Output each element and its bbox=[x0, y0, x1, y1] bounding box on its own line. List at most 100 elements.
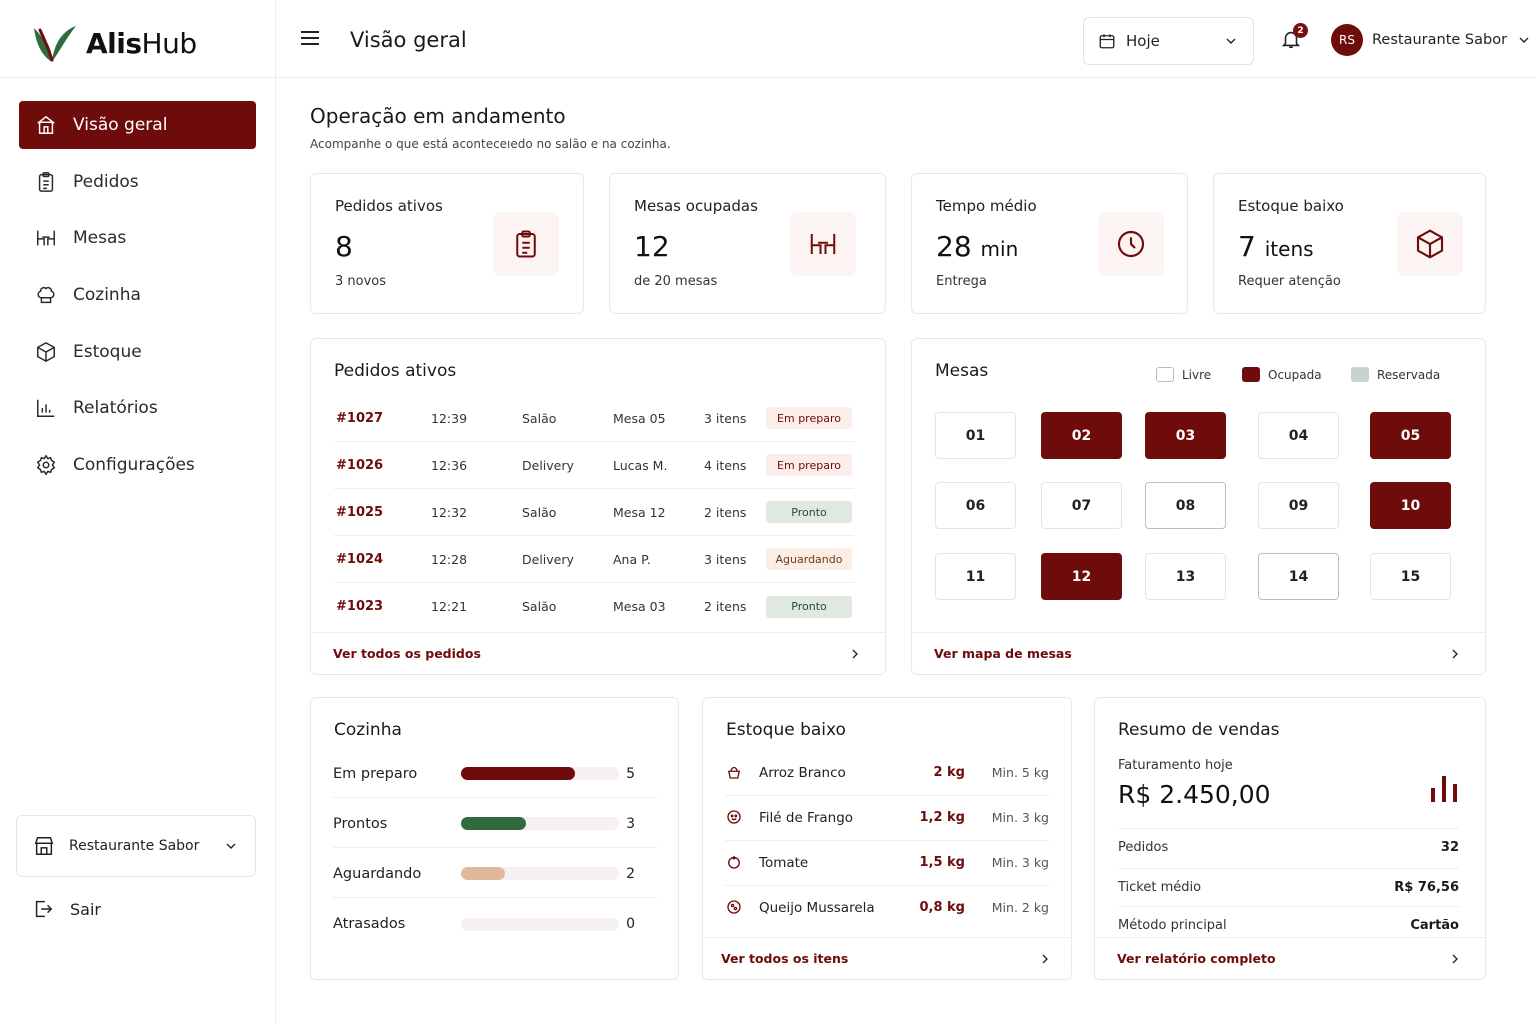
logout-button[interactable]: Sair bbox=[32, 898, 101, 920]
status-badge: Pronto bbox=[766, 501, 852, 523]
table-row[interactable]: #1023 12:21 Salão Mesa 03 2 itens Pronto bbox=[334, 583, 854, 630]
list-item[interactable]: Tomate 1,5 kg Min. 3 kg bbox=[725, 841, 1049, 886]
progress-bar bbox=[461, 867, 619, 880]
table-tile[interactable]: 02 bbox=[1041, 412, 1122, 459]
status-badge: Em preparo bbox=[766, 454, 852, 476]
table-row[interactable]: #1027 12:39 Salão Mesa 05 3 itens Em preparo bbox=[334, 395, 854, 442]
sidebar-item-label: Configurações bbox=[73, 455, 195, 476]
order-destination: Ana P. bbox=[613, 551, 651, 567]
order-id: #1024 bbox=[336, 551, 384, 567]
table-tile[interactable]: 03 bbox=[1145, 412, 1226, 459]
kitchen-row: Atrasados 0 bbox=[333, 900, 657, 948]
menu-icon[interactable] bbox=[300, 30, 320, 46]
table-tile[interactable]: 08 bbox=[1145, 482, 1226, 529]
sidebar-item-label: Relatórios bbox=[73, 398, 158, 419]
sidebar-item-configuracoes[interactable]: Configurações bbox=[19, 441, 256, 489]
clipboard-icon bbox=[493, 212, 559, 276]
sidebar-item-label: Pedidos bbox=[73, 171, 139, 192]
sidebar-item-label: Visão geral bbox=[73, 115, 168, 135]
stock-card: Estoque baixo Arroz Branco 2 kg Min. 5 kg F… bbox=[702, 697, 1072, 980]
chevron-down-icon bbox=[1519, 37, 1529, 43]
sidebar-item-pedidos[interactable]: Pedidos bbox=[19, 158, 256, 206]
revenue-label: Faturamento hoje bbox=[1118, 758, 1233, 773]
sidebar-item-label: Mesas bbox=[73, 228, 127, 249]
order-items: 2 itens bbox=[704, 504, 747, 520]
chevron-right-icon bbox=[1042, 954, 1048, 963]
chevron-right-icon bbox=[852, 649, 858, 658]
orders-table: #1027 12:39 Salão Mesa 05 3 itens Em preparo #… bbox=[334, 395, 854, 630]
user-name: Restaurante Sabor bbox=[1372, 32, 1508, 48]
tomato-icon bbox=[728, 856, 740, 869]
stat-card-tempo[interactable]: Tempo médio 28 min Entrega bbox=[911, 173, 1188, 314]
order-time: 12:28 bbox=[431, 551, 468, 567]
kitchen-status-label: Aguardando bbox=[333, 865, 422, 882]
kitchen-row: Prontos 3 bbox=[333, 800, 657, 848]
stat-card-estoque[interactable]: Estoque baixo 7 itens Requer atenção bbox=[1213, 173, 1486, 314]
kitchen-status-label: Em preparo bbox=[333, 765, 418, 782]
sidebar-item-mesas[interactable]: Mesas bbox=[19, 214, 256, 262]
date-filter-select[interactable]: Hoje bbox=[1083, 17, 1254, 65]
table-tile[interactable]: 07 bbox=[1041, 482, 1122, 529]
kitchen-card: Cozinha Em preparo 5 Prontos 3 Aguardando 2 At… bbox=[310, 697, 679, 980]
table-row[interactable]: #1025 12:32 Salão Mesa 12 2 itens Pronto bbox=[334, 489, 854, 536]
cheese-icon bbox=[727, 900, 741, 914]
progress-bar bbox=[461, 817, 619, 830]
section-subtitle: Acompanhe o que está aconteceıedo no sal… bbox=[310, 137, 671, 151]
table-tile[interactable]: 09 bbox=[1258, 482, 1339, 529]
rice-icon bbox=[727, 766, 741, 779]
legend-free: Livre bbox=[1156, 367, 1211, 382]
date-filter-value: Hoje bbox=[1126, 32, 1160, 50]
brand-name: AlisHub bbox=[86, 26, 197, 60]
stock-item-name: Queijo Mussarela bbox=[759, 900, 875, 916]
list-item[interactable]: Queijo Mussarela 0,8 kg Min. 2 kg bbox=[725, 886, 1049, 931]
table-row[interactable]: #1026 12:36 Delivery Lucas M. 4 itens Em prep… bbox=[334, 442, 854, 489]
table-tile[interactable]: 01 bbox=[935, 412, 1016, 459]
view-tables-map-link[interactable]: Ver mapa de mesas bbox=[912, 632, 1485, 674]
sales-row-orders: Pedidos 32 bbox=[1118, 828, 1459, 866]
table-tile[interactable]: 05 bbox=[1370, 412, 1451, 459]
list-item[interactable]: Filé de Frango 1,2 kg Min. 3 kg bbox=[725, 796, 1049, 841]
stat-card-mesas[interactable]: Mesas ocupadas 12 de 20 mesas bbox=[609, 173, 886, 314]
brand-logo[interactable]: AlisHub bbox=[30, 22, 197, 64]
order-items: 4 itens bbox=[704, 457, 747, 473]
stock-item-qty: 2 kg bbox=[933, 765, 965, 780]
table-icon bbox=[37, 231, 55, 246]
user-menu[interactable]: RS Restaurante Sabor bbox=[1331, 24, 1532, 56]
view-full-report-link[interactable]: Ver relatório completo bbox=[1095, 937, 1485, 979]
restaurant-selector[interactable]: Restaurante Sabor bbox=[16, 815, 256, 877]
table-tile[interactable]: 12 bbox=[1041, 553, 1122, 600]
kitchen-count: 0 bbox=[626, 916, 635, 932]
home-icon bbox=[37, 115, 55, 134]
sidebar: AlisHub Visão geral Pedidos Mesas Cozinh… bbox=[0, 0, 276, 1024]
card-title: Resumo de vendas bbox=[1118, 720, 1280, 740]
table-tile[interactable]: 06 bbox=[935, 482, 1016, 529]
table-tile[interactable]: 15 bbox=[1370, 553, 1451, 600]
progress-bar bbox=[461, 767, 619, 780]
table-tile[interactable]: 04 bbox=[1258, 412, 1339, 459]
sidebar-item-estoque[interactable]: Estoque bbox=[19, 328, 256, 376]
view-all-items-link[interactable]: Ver todos os itens bbox=[703, 937, 1071, 979]
card-title: Estoque baixo bbox=[726, 720, 846, 740]
status-badge: Pronto bbox=[766, 595, 852, 618]
table-tile[interactable]: 11 bbox=[935, 553, 1016, 600]
table-tile[interactable]: 14 bbox=[1258, 553, 1339, 600]
gear-icon bbox=[36, 454, 56, 476]
bar-chart-icon bbox=[1431, 776, 1457, 802]
table-tile[interactable]: 10 bbox=[1370, 482, 1451, 529]
stock-item-qty: 0,8 kg bbox=[919, 900, 965, 915]
order-time: 12:21 bbox=[431, 599, 468, 614]
sidebar-item-relatorios[interactable]: Relatórios bbox=[19, 384, 256, 432]
sidebar-item-cozinha[interactable]: Cozinha bbox=[19, 271, 256, 319]
table-tile[interactable]: 13 bbox=[1145, 553, 1226, 600]
sidebar-item-visao-geral[interactable]: Visão geral bbox=[19, 101, 256, 149]
table-row[interactable]: #1024 12:28 Delivery Ana P. 3 itens Aguardand… bbox=[334, 536, 854, 583]
order-type: Salão bbox=[522, 410, 557, 426]
view-all-orders-link[interactable]: Ver todos os pedidos bbox=[311, 632, 885, 674]
top-header: Visão geral Hoje 2 RS Restaurante Sabor bbox=[276, 0, 1536, 78]
stat-card-pedidos[interactable]: Pedidos ativos 8 3 novos bbox=[310, 173, 584, 314]
order-id: #1025 bbox=[336, 504, 384, 520]
stat-label: Pedidos ativos bbox=[335, 197, 443, 215]
sidebar-item-label: Cozinha bbox=[73, 285, 141, 306]
list-item[interactable]: Arroz Branco 2 kg Min. 5 kg bbox=[725, 751, 1049, 796]
legend-reserved: Reservada bbox=[1351, 367, 1440, 382]
